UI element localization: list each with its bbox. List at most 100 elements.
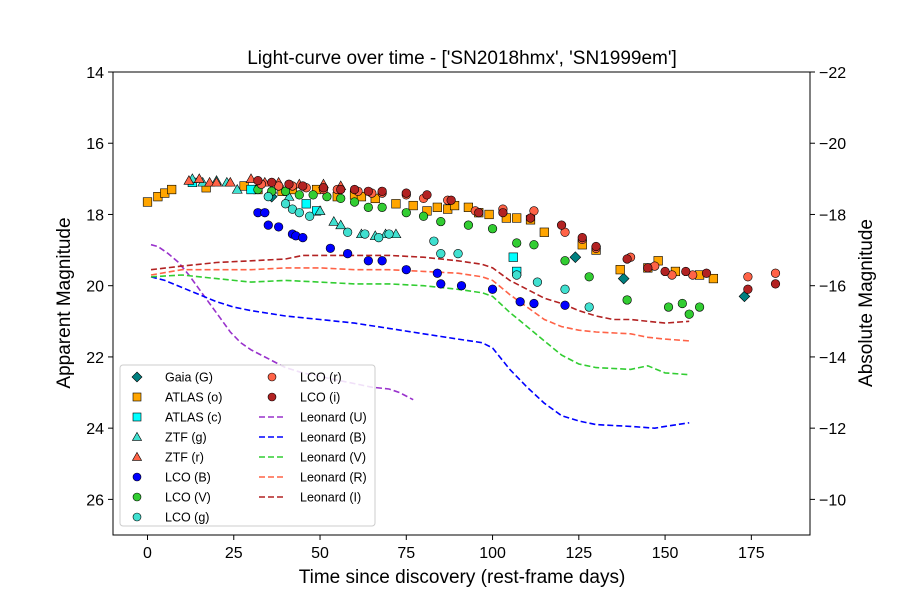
chart-axes: 0 25 50 75 100 125 150 175 14 16 18 20 22 24 26 −22 −20 −… [86, 65, 846, 562]
series-line-leonard-v [150, 274, 690, 376]
data-point [363, 256, 373, 266]
data-point [512, 238, 522, 248]
data-point [294, 208, 304, 218]
data-point [401, 208, 411, 218]
legend-label: ATLAS (c) [165, 411, 222, 425]
x-tick-label: 150 [652, 545, 679, 562]
data-point [432, 202, 442, 212]
series-lco-b [253, 208, 570, 310]
data-point [432, 268, 442, 278]
data-point [660, 266, 670, 277]
series-lco-v [253, 184, 705, 319]
legend-entry-ztf-r: ZTF (r) [131, 451, 204, 465]
x-tick-label: 0 [143, 545, 152, 562]
data-point [694, 302, 705, 312]
data-point [436, 249, 446, 259]
data-point [336, 184, 346, 195]
data-point [512, 270, 522, 280]
legend-box [119, 364, 376, 527]
data-point [418, 211, 429, 221]
legend-entry-leonard-i: Leonard (I) [259, 491, 361, 505]
data-point [622, 295, 632, 305]
legend-label: ATLAS (o) [165, 391, 222, 405]
data-point [584, 272, 594, 282]
data-point [363, 186, 373, 196]
y-axis-label: Apparent Magnitude [54, 217, 75, 388]
legend-label: Gaia (G) [165, 371, 213, 385]
chart-legend: Gaia (G) ATLAS (o) ATLAS (c) ZTF (g) ZTF (r)… [119, 364, 376, 527]
legend-label: Leonard (V) [300, 451, 366, 465]
legend-entry-ztf-g: ZTF (g) [131, 431, 207, 445]
data-point [681, 266, 691, 277]
data-point [436, 279, 446, 289]
legend-label: Leonard (I) [300, 491, 361, 505]
data-point [584, 302, 594, 312]
data-point [298, 233, 308, 243]
data-point [622, 254, 632, 264]
legend-entry-lco-r: LCO (r) [267, 371, 342, 385]
data-point [529, 240, 539, 250]
y-tick-label: 22 [86, 350, 104, 367]
legend-entry-lco-v: LCO (V) [132, 491, 211, 505]
data-point [349, 197, 360, 207]
data-point [343, 249, 353, 259]
data-point [770, 279, 781, 289]
legend-marker [132, 472, 142, 482]
y-axis-label-right: Absolute Magnitude [856, 219, 877, 387]
data-point [422, 190, 432, 200]
legend-label: LCO (g) [165, 511, 209, 525]
legend-entry-leonard-b: Leonard (B) [259, 431, 366, 445]
x-axis-label: Time since discovery (rest-frame days) [299, 567, 626, 588]
data-point [260, 208, 270, 218]
x-tick-label: 25 [225, 545, 243, 562]
legend-marker [267, 372, 277, 382]
legend-label: ZTF (r) [165, 451, 204, 465]
data-point [298, 181, 308, 191]
legend-marker [132, 412, 142, 422]
data-point [539, 227, 549, 237]
legend-entry-atlas-c: ATLAS (c) [132, 411, 222, 425]
data-point [743, 284, 753, 294]
data-point [643, 263, 653, 273]
x-tick-label: 100 [479, 545, 506, 562]
legend-entry-gaia-g: Gaia (G) [131, 371, 213, 385]
y-tick-label: 20 [86, 279, 104, 296]
data-point [515, 297, 525, 307]
data-point [401, 188, 411, 198]
data-point [474, 208, 484, 218]
data-point [560, 256, 570, 266]
legend-marker [131, 371, 143, 383]
data-point [301, 199, 311, 209]
data-point [384, 229, 394, 239]
data-point [280, 199, 291, 209]
data-point [183, 175, 195, 185]
data-point [231, 183, 243, 194]
y-right-tick-label: −12 [819, 421, 846, 438]
data-point [577, 233, 587, 243]
data-point [560, 284, 570, 294]
data-point [436, 216, 446, 227]
data-point [263, 192, 273, 202]
data-point [701, 268, 712, 278]
data-point [408, 200, 418, 211]
legend-marker [132, 512, 142, 522]
legend-label: ZTF (g) [165, 431, 207, 445]
data-point [487, 284, 498, 294]
data-point [677, 298, 687, 309]
x-tick-label: 175 [738, 545, 765, 562]
y-right-tick-label: −16 [819, 279, 846, 296]
series-lco-i [253, 176, 781, 294]
legend-label: LCO (r) [300, 371, 342, 385]
data-point [532, 277, 543, 287]
y-right-tick-label: −18 [819, 207, 846, 224]
chart-marks [142, 173, 781, 430]
legend-entry-leonard-v: Leonard (V) [259, 451, 366, 465]
data-point [211, 176, 222, 187]
legend-marker [132, 492, 142, 502]
x-tick-label: 75 [397, 545, 415, 562]
data-point [224, 176, 236, 187]
y-tick-label: 24 [86, 421, 104, 438]
y-right-tick-label: −22 [819, 65, 846, 82]
data-point [377, 202, 387, 212]
y-tick-label: 18 [86, 207, 104, 224]
